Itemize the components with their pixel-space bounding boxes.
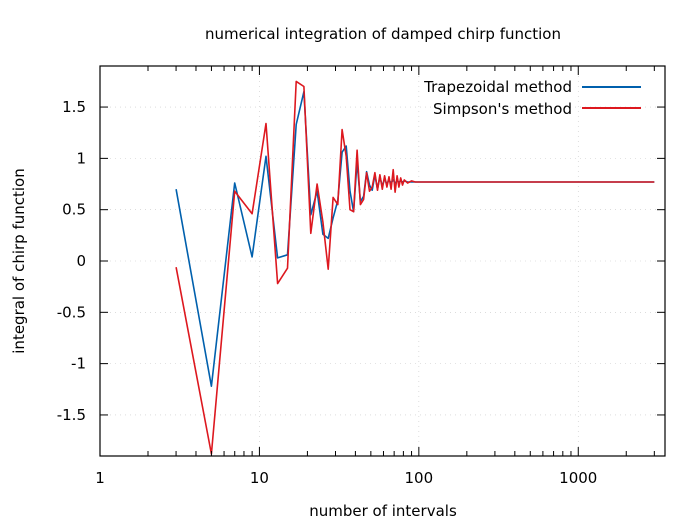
y-tick-label: 1.5	[62, 98, 86, 116]
y-axis-title: integral of chirp function	[10, 168, 28, 353]
y-tick-label: -0.5	[57, 303, 86, 321]
x-tick-label: 1000	[559, 469, 597, 487]
x-tick-label: 10	[250, 469, 269, 487]
y-tick-label: 0.5	[62, 201, 86, 219]
y-tick-labels: -1.5 -1 -0.5 0 0.5 1 1.5	[57, 98, 86, 424]
legend: Trapezoidal method Simpson's method	[423, 78, 641, 118]
y-tick-label: -1.5	[57, 406, 86, 424]
x-tick-labels: 1 10 100 1000	[95, 469, 597, 487]
x-axis-title: number of intervals	[309, 502, 457, 520]
y-tick-label: 1	[76, 149, 86, 167]
chart-title: numerical integration of damped chirp fu…	[205, 25, 561, 43]
legend-label-simpson: Simpson's method	[433, 100, 572, 118]
series-line-simpson	[175, 80, 655, 455]
x-tick-label: 100	[405, 469, 434, 487]
x-tick-label: 1	[95, 469, 105, 487]
grid	[99, 66, 665, 456]
y-tick-label: -1	[71, 355, 86, 373]
plot-series	[175, 80, 655, 455]
legend-label-trapezoidal: Trapezoidal method	[423, 78, 572, 96]
axis-ticks	[99, 66, 665, 456]
series-line-trapezoidal	[175, 90, 655, 388]
y-tick-label: 0	[76, 252, 86, 270]
